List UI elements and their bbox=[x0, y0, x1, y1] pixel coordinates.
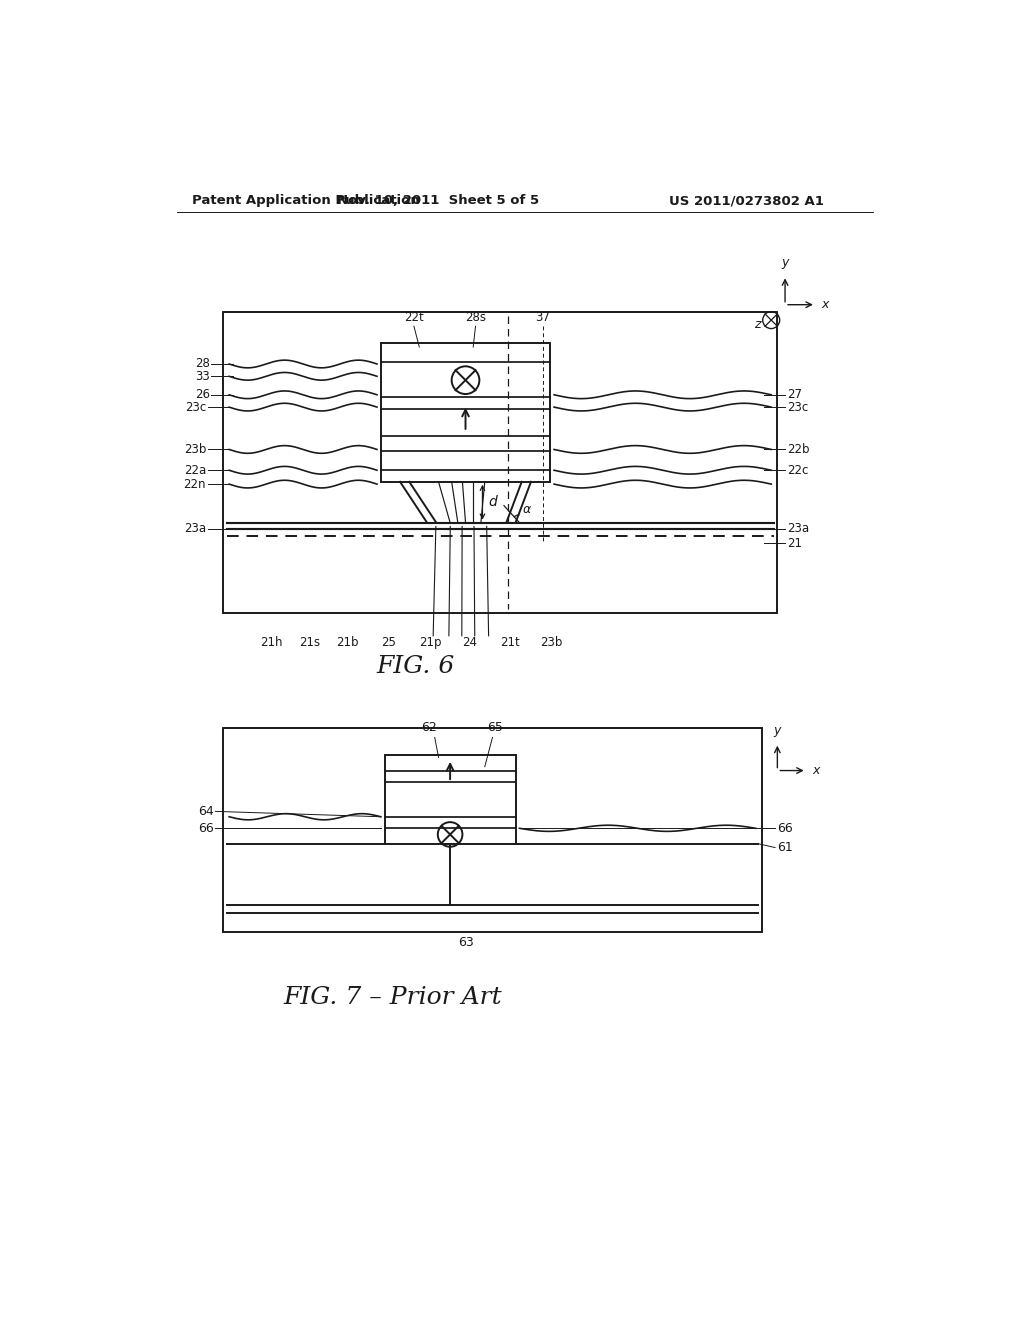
Text: x: x bbox=[812, 764, 819, 777]
Text: 64: 64 bbox=[198, 805, 214, 818]
Text: z: z bbox=[754, 318, 761, 331]
Text: 22t: 22t bbox=[404, 312, 424, 323]
Bar bbox=[223, 313, 777, 612]
Text: 65: 65 bbox=[486, 721, 503, 734]
Text: 27: 27 bbox=[787, 388, 803, 401]
Text: 66: 66 bbox=[198, 822, 214, 834]
Text: 21b: 21b bbox=[337, 636, 359, 649]
Text: 21: 21 bbox=[787, 537, 803, 550]
Text: 23c: 23c bbox=[184, 400, 206, 413]
Text: 21h: 21h bbox=[260, 636, 283, 649]
Text: US 2011/0273802 A1: US 2011/0273802 A1 bbox=[669, 194, 824, 207]
Text: 21s: 21s bbox=[299, 636, 319, 649]
Text: $\alpha$: $\alpha$ bbox=[522, 503, 532, 516]
Text: 22a: 22a bbox=[183, 463, 206, 477]
Text: 22n: 22n bbox=[183, 478, 206, 491]
Text: Patent Application Publication: Patent Application Publication bbox=[193, 194, 420, 207]
Text: 62: 62 bbox=[422, 721, 437, 734]
Text: x: x bbox=[821, 298, 828, 312]
Text: 22b: 22b bbox=[787, 444, 810, 455]
Text: 28s: 28s bbox=[465, 312, 486, 323]
Text: 37: 37 bbox=[536, 312, 550, 323]
Text: 23a: 23a bbox=[787, 523, 810, 536]
Text: FIG. 6: FIG. 6 bbox=[377, 655, 455, 678]
Bar bbox=[385, 755, 515, 843]
Text: 66: 66 bbox=[777, 822, 794, 834]
Text: 23b: 23b bbox=[540, 636, 562, 649]
Text: y: y bbox=[781, 256, 788, 268]
Bar bbox=[381, 343, 550, 482]
Text: 21p: 21p bbox=[420, 636, 442, 649]
Text: 23a: 23a bbox=[184, 523, 206, 536]
Text: 33: 33 bbox=[196, 370, 210, 383]
Bar bbox=[223, 729, 762, 932]
Text: 23b: 23b bbox=[183, 444, 206, 455]
Text: 23c: 23c bbox=[787, 400, 809, 413]
Text: 21t: 21t bbox=[501, 636, 520, 649]
Text: 26: 26 bbox=[195, 388, 210, 401]
Text: 24: 24 bbox=[462, 636, 477, 649]
Text: 28: 28 bbox=[195, 358, 210, 371]
Text: 61: 61 bbox=[777, 841, 794, 854]
Text: y: y bbox=[774, 723, 781, 737]
Text: d: d bbox=[488, 495, 498, 508]
Text: 63: 63 bbox=[458, 936, 473, 949]
Text: Nov. 10, 2011  Sheet 5 of 5: Nov. 10, 2011 Sheet 5 of 5 bbox=[338, 194, 540, 207]
Text: 22c: 22c bbox=[787, 463, 809, 477]
Text: 25: 25 bbox=[381, 636, 396, 649]
Text: FIG. 7 – Prior Art: FIG. 7 – Prior Art bbox=[283, 986, 502, 1010]
